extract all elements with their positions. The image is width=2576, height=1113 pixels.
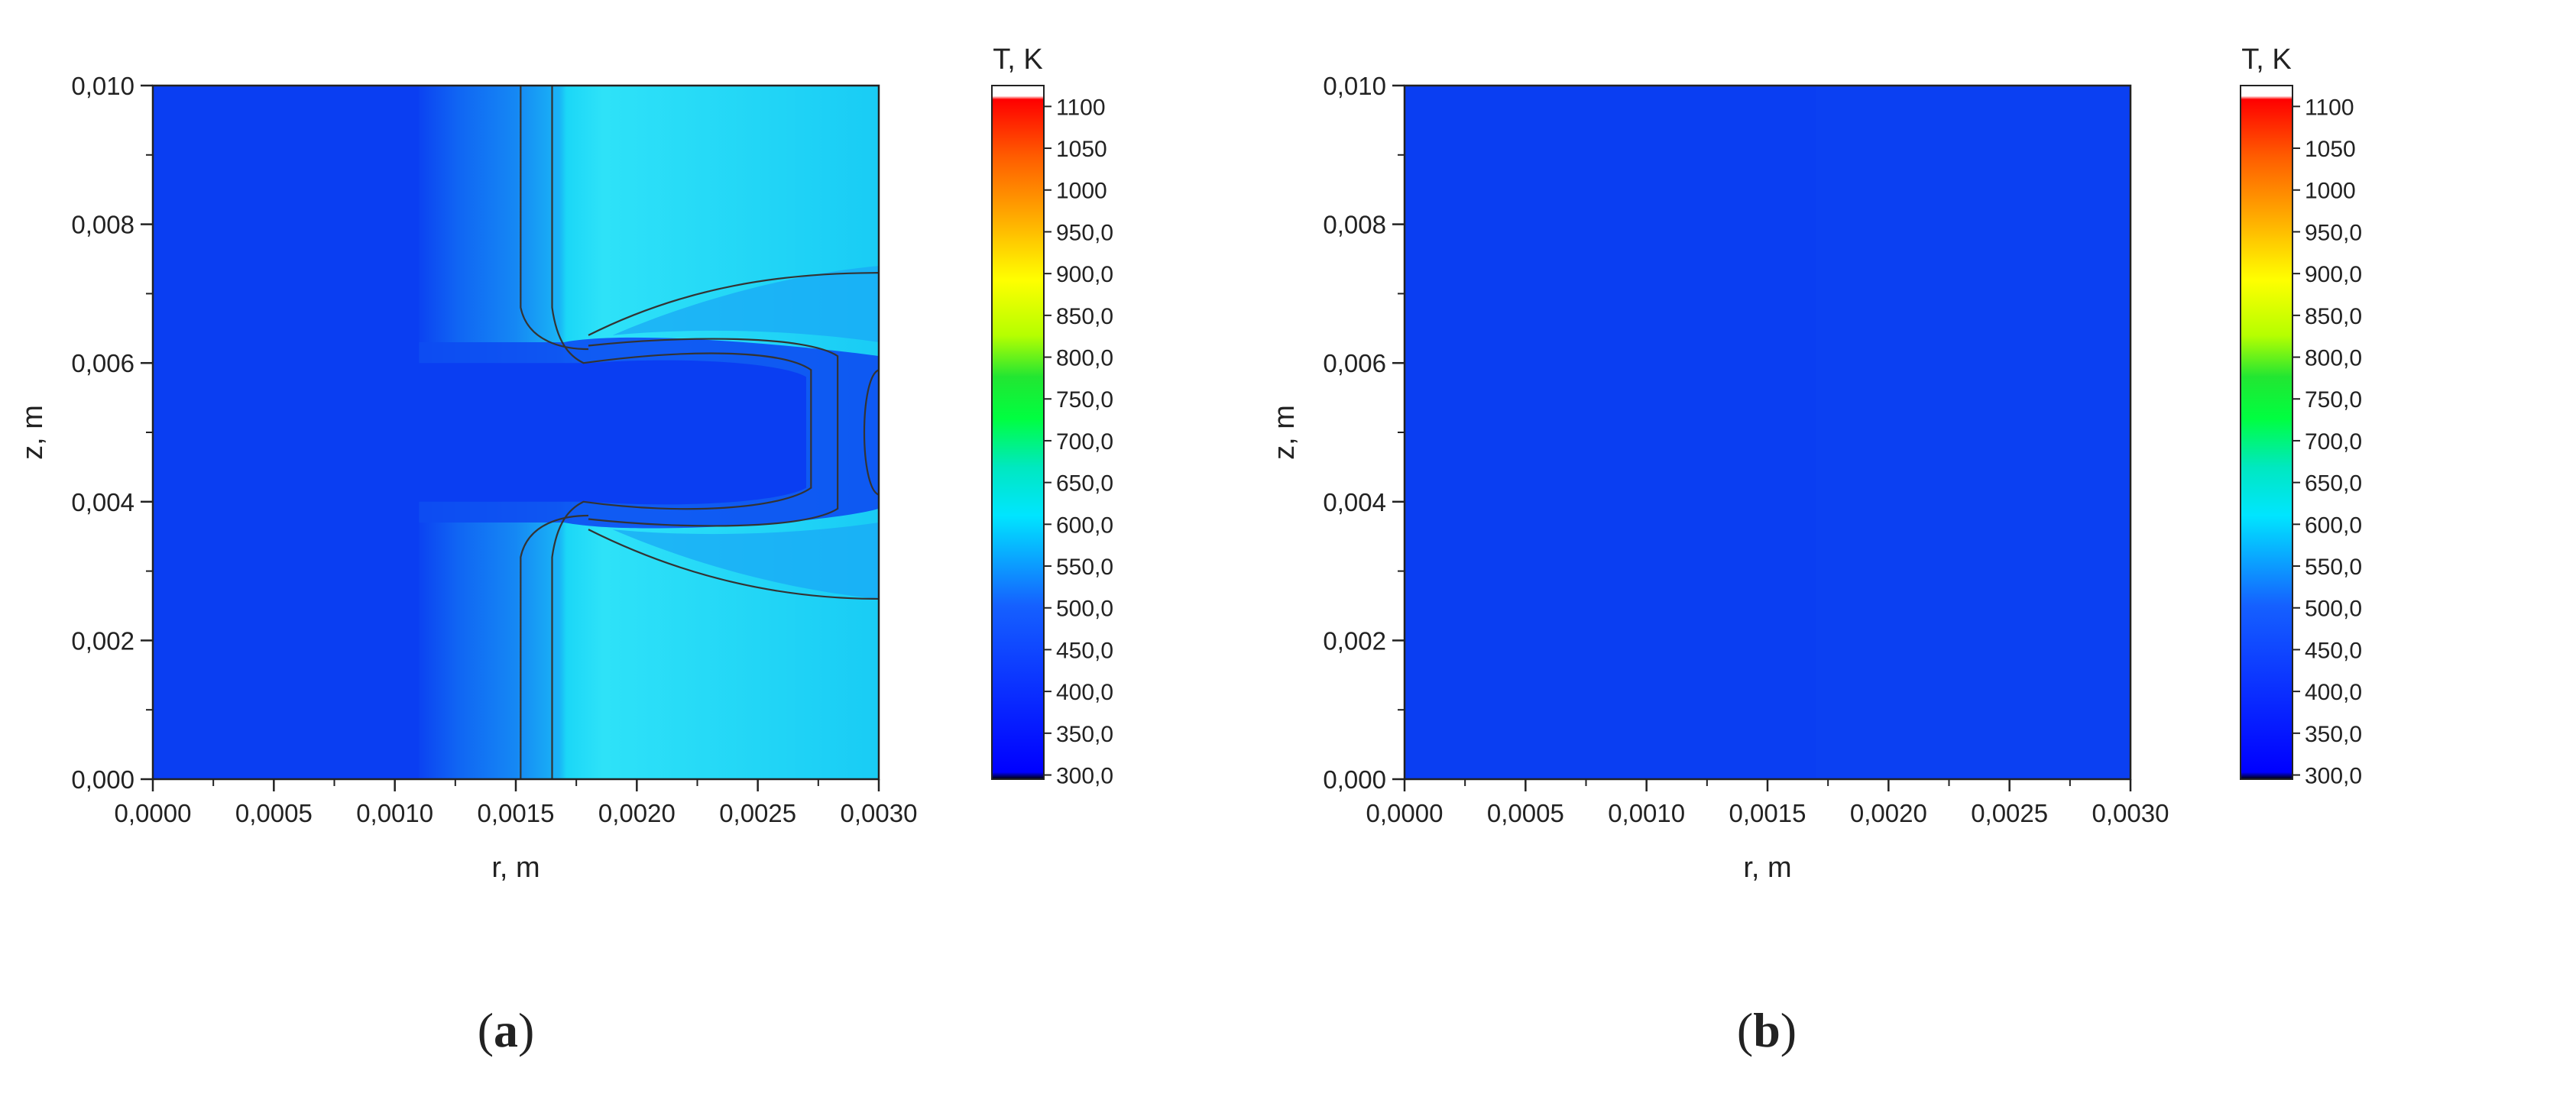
x-tick-label: 0,0020	[598, 799, 676, 827]
colorbar-tick-label: 1100	[1056, 95, 1106, 120]
panel-caption: (b)	[1737, 1003, 1797, 1057]
colorbar: T, K 300,0 350,0 400,0 450,0 500,0 550,0 600,0 6…	[991, 44, 1113, 789]
contour-line	[520, 86, 589, 351]
colorbar-tick-label: 550,0	[1056, 555, 1113, 580]
panel-b: 0,0000 0,0005 0,0010 0,0015 0,0020 0,0025 0,00…	[1269, 44, 2362, 1057]
colorbar-tick-label: 350,0	[2305, 722, 2362, 747]
colorbar-tick-label: 500,0	[1056, 597, 1113, 622]
y-tick-label: 0,002	[71, 626, 134, 655]
y-tick-label: 0,010	[71, 72, 134, 100]
y-tick-label: 0,010	[1323, 72, 1386, 100]
x-tick-label: 0,0030	[2092, 799, 2169, 827]
y-tick-label: 0,008	[1323, 211, 1386, 239]
colorbar-tick-label: 350,0	[1056, 722, 1113, 747]
y-tick-label: 0,002	[1323, 626, 1386, 655]
x-tick-label: 0,0020	[1850, 799, 1927, 827]
x-axis: 0,0000 0,0005 0,0010 0,0015 0,0020 0,0025 0,00…	[1366, 779, 2169, 827]
colorbar-tick-label: 450,0	[2305, 638, 2362, 663]
colorbar-tick-label: 500,0	[2305, 597, 2362, 622]
colorbar-tick-label: 550,0	[2305, 555, 2362, 580]
y-tick-label: 0,004	[1323, 488, 1386, 516]
colorbar-tick-label: 1000	[1056, 179, 1107, 204]
y-axis-label: z, m	[1269, 405, 1301, 460]
x-axis-label: r, m	[491, 852, 540, 884]
panel-caption: (a)	[478, 1003, 535, 1057]
colorbar-tick-label: 1050	[1056, 137, 1107, 162]
temperature-field	[153, 86, 880, 779]
colorbar-tick-label: 900,0	[2305, 262, 2362, 287]
warm-wedge-upper	[612, 266, 879, 342]
contour-line	[588, 529, 880, 600]
colorbar-tick-label: 450,0	[1056, 638, 1113, 663]
x-tick-label: 0,0005	[235, 799, 313, 827]
colorbar-tick-label: 800,0	[2305, 346, 2362, 371]
contour-line	[588, 338, 839, 527]
colorbar-tick-label: 950,0	[2305, 220, 2362, 245]
x-tick-label: 0,0025	[1971, 799, 2048, 827]
x-tick-label: 0,0010	[356, 799, 433, 827]
colorbar-tick-label: 300,0	[1056, 764, 1113, 789]
colorbar-tick-label: 1000	[2305, 179, 2356, 204]
colorbar-tick-label: 400,0	[1056, 680, 1113, 705]
x-tick-label: 0,0005	[1487, 799, 1564, 827]
panel-a: 0,0000 0,0005 0,0010 0,0015 0,0020 0,0025 0,00…	[17, 44, 1113, 1057]
colorbar-tick-label: 600,0	[1056, 513, 1113, 538]
field-shade	[1816, 86, 2130, 779]
colorbar: T, K 300,0 350,0 400,0 450,0 500,0 550,0 600,0 6…	[2240, 44, 2362, 789]
y-tick-label: 0,006	[1323, 349, 1386, 377]
colorbar-tick-label: 950,0	[1056, 220, 1113, 245]
y-tick-label: 0,008	[71, 211, 134, 239]
colorbar-tick-label: 650,0	[1056, 471, 1113, 497]
colorbar-gradient	[991, 85, 1045, 780]
colorbar-tick-label: 600,0	[2305, 513, 2362, 538]
contour-line	[520, 514, 589, 779]
y-tick-label: 0,000	[71, 765, 134, 794]
x-axis-label: r, m	[1743, 852, 1791, 884]
colorbar-tick-label: 750,0	[2305, 387, 2362, 413]
colorbar-tick-label: 800,0	[1056, 346, 1113, 371]
x-tick-label: 0,0000	[1366, 799, 1444, 827]
colorbar-gradient	[2240, 85, 2293, 780]
colorbar-tick-label: 700,0	[2305, 429, 2362, 455]
contour-line	[588, 272, 880, 336]
x-tick-label: 0,0000	[115, 799, 192, 827]
y-tick-label: 0,006	[71, 349, 134, 377]
colorbar-tick-label: 750,0	[1056, 387, 1113, 413]
x-tick-label: 0,0015	[1729, 799, 1806, 827]
contour-line	[551, 86, 812, 779]
colorbar-tick-label: 700,0	[1056, 429, 1113, 455]
colorbar-tick-label: 1100	[2305, 95, 2354, 120]
x-tick-label: 0,0030	[841, 799, 918, 827]
x-tick-label: 0,0025	[719, 799, 796, 827]
colorbar-tick-label: 850,0	[1056, 304, 1113, 329]
x-axis: 0,0000 0,0005 0,0010 0,0015 0,0020 0,0025 0,00…	[115, 779, 918, 827]
colorbar-tick-label: 400,0	[2305, 680, 2362, 705]
warm-wedge-lower	[612, 523, 879, 599]
contour-line	[863, 369, 880, 496]
y-axis: 0,000 0,002 0,004 0,006 0,008 0,010	[1323, 72, 1405, 794]
cold-axis-region	[153, 86, 420, 779]
panel-label: (a)	[478, 1003, 535, 1057]
colorbar-tick-label: 1050	[2305, 137, 2356, 162]
y-axis: 0,000 0,002 0,004 0,006 0,008 0,010	[71, 72, 153, 794]
panel-label: (b)	[1737, 1003, 1797, 1057]
x-tick-label: 0,0010	[1608, 799, 1685, 827]
y-tick-label: 0,004	[71, 488, 134, 516]
colorbar-tick-label: 850,0	[2305, 304, 2362, 329]
colorbar-tick-label: 650,0	[2305, 471, 2362, 497]
colorbar-tick-label: 900,0	[1056, 262, 1113, 287]
colorbar-title: T, K	[993, 44, 1042, 76]
colorbar-title: T, K	[2241, 44, 2291, 76]
y-tick-label: 0,000	[1323, 765, 1386, 794]
y-axis-label: z, m	[17, 405, 49, 460]
x-tick-label: 0,0015	[478, 799, 555, 827]
colorbar-tick-label: 300,0	[2305, 764, 2362, 789]
temperature-field	[1405, 86, 2130, 779]
